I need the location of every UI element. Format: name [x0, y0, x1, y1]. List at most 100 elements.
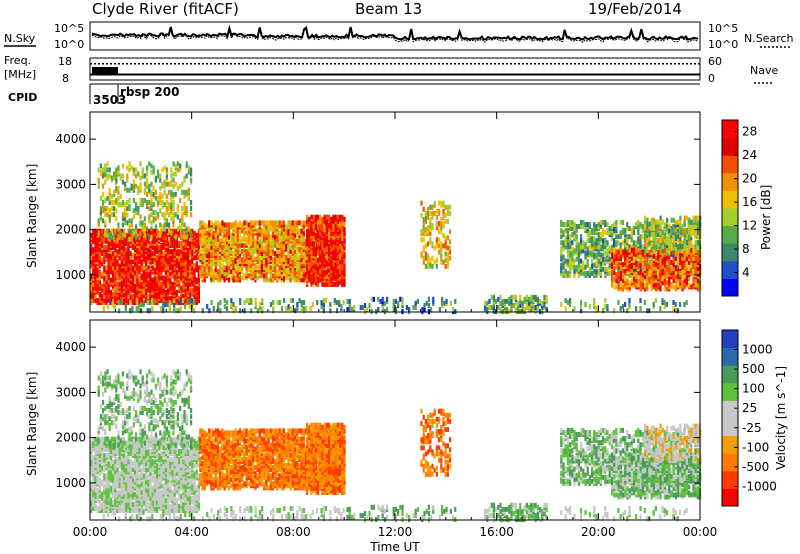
power-cell — [146, 171, 149, 177]
power-cell — [137, 210, 140, 216]
power-cell — [427, 210, 430, 216]
power-cell — [593, 262, 596, 268]
power-cell — [573, 268, 576, 274]
power-cell — [149, 281, 152, 287]
power-cell — [446, 251, 449, 257]
power-cell — [306, 245, 309, 251]
power-cell — [126, 177, 129, 183]
power-cell — [370, 296, 373, 302]
power-cell — [210, 261, 213, 267]
power-cell — [210, 265, 213, 271]
power-cell — [191, 228, 194, 234]
power-cell — [117, 195, 120, 201]
power-cell — [148, 308, 152, 314]
power-cell — [236, 222, 239, 228]
power-cell — [302, 230, 305, 236]
power-cell — [208, 271, 211, 277]
power-cell — [613, 284, 616, 290]
power-cell — [260, 234, 264, 240]
power-cell — [256, 265, 259, 271]
power-cell — [269, 302, 273, 307]
power-cell — [159, 173, 162, 179]
power-cell — [134, 261, 137, 267]
power-cell — [178, 241, 181, 246]
power-cell — [566, 270, 569, 276]
power-cell — [584, 242, 587, 248]
power-cell — [192, 308, 196, 314]
nsearch-label: N.Search — [744, 32, 794, 45]
power-cell — [628, 234, 631, 240]
power-cell — [539, 298, 542, 304]
power-cell — [210, 232, 213, 238]
power-cell — [97, 181, 100, 187]
power-cell — [289, 271, 292, 277]
power-cell — [431, 214, 434, 220]
power-cell — [582, 219, 585, 225]
power-cell — [435, 214, 438, 220]
power-cell — [149, 275, 152, 281]
power-cell — [107, 267, 110, 273]
power-cell — [159, 208, 162, 214]
power-cell — [112, 251, 115, 257]
power-cell — [190, 236, 193, 242]
power-cell — [148, 218, 151, 224]
power-cell — [159, 177, 162, 183]
power-cell — [117, 234, 120, 240]
power-cell — [424, 227, 427, 233]
power-cell — [597, 222, 600, 227]
power-cell — [492, 294, 495, 300]
power-cell — [205, 230, 209, 236]
power-cell — [179, 224, 182, 230]
power-cell — [142, 302, 145, 307]
power-cell — [269, 255, 272, 260]
power-cell — [203, 228, 206, 234]
power-cell — [230, 242, 233, 248]
power-cell — [107, 253, 110, 259]
power-cell — [332, 245, 335, 251]
power-cell — [135, 306, 138, 312]
power-cell — [276, 253, 279, 258]
power-cell — [611, 253, 614, 259]
power-cell — [319, 249, 322, 255]
power-cell — [223, 271, 226, 277]
power-cell — [225, 259, 228, 265]
power-cell — [431, 204, 434, 210]
power-cell — [232, 302, 235, 307]
noise-y2tick-top: 10^5 — [708, 22, 738, 35]
power-cell — [98, 291, 101, 297]
power-cell — [637, 260, 640, 266]
power-cell — [322, 308, 325, 314]
power-cell — [140, 259, 143, 265]
power-cell — [300, 248, 303, 254]
power-cell — [564, 268, 567, 274]
power-cell — [104, 163, 107, 169]
power-cell — [334, 214, 337, 220]
power-cell — [219, 238, 222, 244]
power-cell — [300, 306, 303, 312]
power-cell — [328, 251, 331, 257]
power-cell — [243, 242, 246, 248]
power-cell — [613, 226, 616, 231]
power-cell — [422, 259, 425, 265]
power-cell — [328, 214, 331, 220]
power-cell — [621, 228, 624, 234]
beam-title: Beam 13 — [355, 0, 422, 18]
power-cell — [162, 308, 165, 314]
power-cell — [341, 220, 344, 226]
power-cell — [170, 173, 173, 179]
power-cell — [210, 300, 213, 305]
power-cell — [599, 219, 602, 225]
nsky-line — [91, 24, 699, 41]
power-cell — [94, 279, 97, 285]
power-cell — [142, 236, 145, 242]
power-cell — [245, 248, 248, 254]
power-cell — [107, 273, 110, 279]
power-cell — [394, 307, 397, 312]
power-cell — [350, 307, 353, 312]
power-cell — [580, 258, 583, 264]
power-cell — [109, 241, 112, 246]
power-cell — [260, 220, 264, 226]
power-cell — [145, 295, 148, 301]
power-cell — [116, 243, 119, 248]
power-cell — [216, 220, 220, 226]
